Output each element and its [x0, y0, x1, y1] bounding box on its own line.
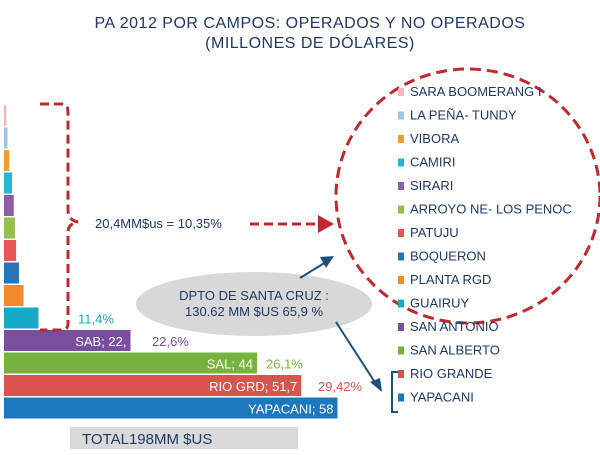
legend-swatch-vibora	[398, 135, 404, 143]
small-fields-arrowhead	[318, 215, 334, 233]
santa-cruz-arrowhead-down	[370, 378, 382, 392]
santa-cruz-line2: 130.62 MM $US 65,9 %	[185, 304, 323, 319]
bars-group	[4, 105, 338, 419]
santa-cruz-arrowhead-up	[320, 256, 334, 268]
bar-riogrande	[4, 375, 302, 396]
bar-labels-group: SAB; 22, SAL; 44 RIO GRD; 51,7 YAPACANI; 58	[75, 334, 333, 417]
legend: SARA BOOMERANG I LA PEÑA- TUNDY VIBORA CAMI…	[398, 84, 572, 405]
legend-label-camiri: CAMIRI	[410, 155, 456, 170]
santa-cruz-legend-bracket	[391, 371, 398, 413]
small-fields-annotation: 20,4MM$us = 10,35%	[95, 216, 222, 231]
bar-arroyo	[4, 217, 15, 239]
legend-swatch-guairuy	[398, 299, 404, 308]
bar-planta	[4, 285, 24, 306]
legend-swatch-sanalberto	[398, 346, 404, 355]
legend-swatch-sara	[398, 88, 404, 96]
legend-swatch-sirari	[398, 182, 404, 190]
total-box	[70, 427, 298, 449]
bar-sanantonio	[4, 330, 131, 351]
legend-label-riogrande: RIO GRANDE	[410, 366, 493, 381]
legend-label-patuju: PATUJU	[410, 225, 459, 240]
small-fields-bracket	[40, 102, 79, 332]
percent-label-guairuy: 11,4%	[78, 312, 114, 327]
legend-label-sara: SARA BOOMERANG I	[410, 84, 541, 99]
bar-camiri	[4, 172, 13, 194]
legend-swatch-pena	[398, 111, 404, 120]
legend-label-arroyo: ARROYO NE- LOS PENOC	[410, 202, 572, 217]
legend-label-sanalberto: SAN ALBERTO	[410, 343, 500, 358]
legend-label-planta: PLANTA RGD	[410, 272, 491, 287]
chart-title: PA 2012 POR CAMPOS: OPERADOS Y NO OPERAD…	[60, 14, 560, 54]
percent-labels-group: 11,4% 22,6% 26,1% 29,42%	[78, 312, 363, 395]
bar-guairuy	[4, 307, 39, 329]
chart-title-line1: PA 2012 POR CAMPOS: OPERADOS Y NO OPERAD…	[94, 15, 526, 32]
bar-sirari	[4, 195, 14, 216]
santa-cruz-arrow-down	[335, 321, 377, 385]
total-label: TOTAL198MM $US	[82, 431, 212, 448]
legend-swatch-boqueron	[398, 252, 404, 261]
bar-label-sanantonio: SAB; 22,	[75, 334, 126, 349]
santa-cruz-ellipse	[136, 272, 372, 336]
santa-cruz-arrow-up	[299, 261, 327, 279]
legend-label-yapacani: YAPACANI	[410, 390, 474, 405]
bar-boqueron	[4, 262, 19, 284]
legend-swatch-sanantonio	[398, 323, 404, 331]
bar-yapacani	[4, 397, 338, 419]
santa-cruz-line1: DPTO DE SANTA CRUZ :	[179, 288, 329, 303]
percent-label-sanalberto: 26,1%	[266, 357, 303, 372]
legend-label-sanantonio: SAN ANTONIO	[410, 319, 499, 334]
legend-swatch-patuju	[398, 229, 404, 237]
legend-label-sirari: SIRARI	[410, 178, 453, 193]
legend-swatch-arroyo	[398, 205, 404, 214]
legend-swatch-yapacani	[398, 393, 404, 402]
bar-pena	[4, 127, 8, 149]
legend-swatch-planta	[398, 276, 404, 284]
bar-label-sanalberto: SAL; 44	[207, 357, 253, 372]
chart-title-line2: (MILLONES DE DÓLARES)	[205, 35, 415, 52]
bar-label-riogrande: RIO GRD; 51,7	[209, 379, 297, 394]
legend-label-guairuy: GUAIRUY	[410, 296, 470, 311]
bar-sanalberto	[4, 352, 257, 374]
legend-swatch-camiri	[398, 158, 404, 167]
bar-label-yapacani: YAPACANI; 58	[248, 402, 334, 417]
percent-label-riogrande: 29,42%	[318, 379, 363, 394]
legend-label-boqueron: BOQUERON	[410, 249, 486, 264]
legend-label-vibora: VIBORA	[410, 131, 459, 146]
bar-vibora	[4, 150, 10, 171]
legend-swatch-riogrande	[398, 370, 404, 378]
percent-label-sanantonio: 22,6%	[152, 334, 189, 349]
bar-patuju	[4, 240, 17, 261]
legend-label-pena: LA PEÑA- TUNDY	[410, 108, 517, 123]
bar-sara	[4, 105, 7, 126]
